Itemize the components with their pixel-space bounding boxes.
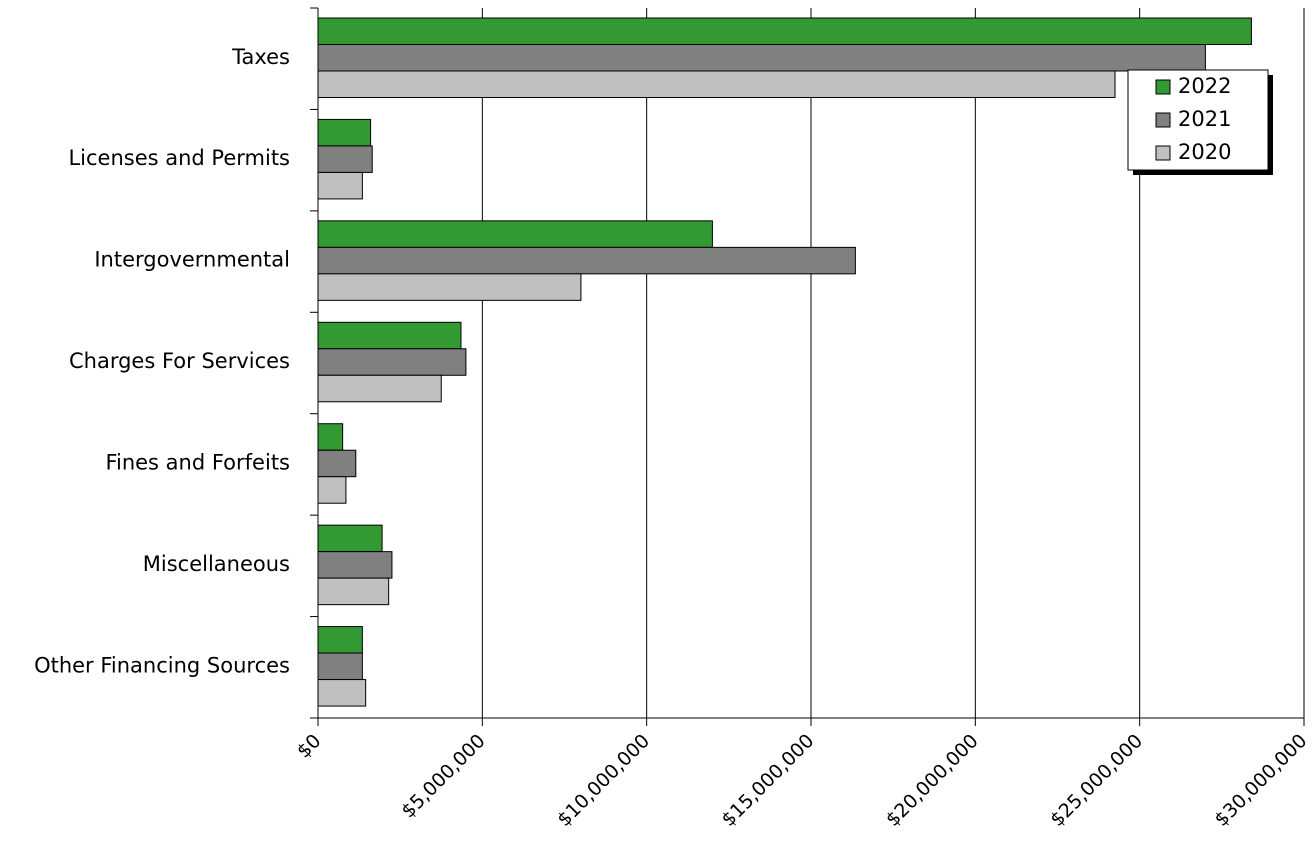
legend-label-2021: 2021 <box>1178 107 1231 131</box>
x-tick-label-4: $20,000,000 <box>882 730 983 831</box>
bar-fines-and-forfeits-2021 <box>317 449 357 478</box>
bar-other-financing-sources-2022 <box>317 626 363 654</box>
x-tick-label-3: $15,000,000 <box>717 730 818 831</box>
x-tick-label-1: $5,000,000 <box>397 730 489 822</box>
axes <box>310 7 1305 726</box>
bar-charges-for-services-2021 <box>317 348 467 376</box>
category-label-licenses-and-permits: Licenses and Permits <box>68 146 290 170</box>
bar-licenses-and-permits-2020 <box>317 171 363 200</box>
bar-miscellaneous-2021 <box>317 551 393 579</box>
bar-licenses-and-permits-2021 <box>317 145 373 173</box>
bar-fines-and-forfeits-2022 <box>317 423 344 451</box>
category-label-intergovernmental: Intergovernmental <box>94 248 290 272</box>
x-tick-label-6: $30,000,000 <box>1210 730 1311 831</box>
bar-fines-and-forfeits-2020 <box>317 476 347 504</box>
bar-intergovernmental-2020 <box>317 273 582 301</box>
category-label-taxes: Taxes <box>231 45 290 69</box>
bar-miscellaneous-2022 <box>317 524 383 553</box>
bars <box>317 17 1252 707</box>
bar-intergovernmental-2021 <box>317 246 856 275</box>
category-labels: Taxes Licenses and Permits Intergovernment… <box>34 45 290 678</box>
x-tick-label-2: $10,000,000 <box>553 730 654 831</box>
legend-box <box>1127 69 1269 171</box>
legend-swatch-2020 <box>1155 145 1171 161</box>
legend: 2022 2021 2020 <box>1127 69 1273 175</box>
category-label-fines-and-forfeits: Fines and Forfeits <box>105 450 290 474</box>
category-label-miscellaneous: Miscellaneous <box>143 552 290 576</box>
category-label-charges-for-services: Charges For Services <box>69 349 290 373</box>
bar-intergovernmental-2022 <box>317 220 713 248</box>
x-tick-labels: $0 $5,000,000 $10,000,000 $15,000,000 $20,00… <box>293 730 1312 831</box>
bar-taxes-2021 <box>317 44 1206 72</box>
legend-swatch-2022 <box>1155 79 1171 95</box>
legend-label-2020: 2020 <box>1178 140 1231 164</box>
bar-other-financing-sources-2021 <box>317 652 363 681</box>
bar-taxes-2022 <box>317 17 1252 45</box>
bar-licenses-and-permits-2022 <box>317 118 372 147</box>
x-tick-label-0: $0 <box>293 730 326 763</box>
category-label-other-financing-sources: Other Financing Sources <box>34 653 290 677</box>
legend-label-2022: 2022 <box>1178 74 1231 98</box>
bar-other-financing-sources-2020 <box>317 679 367 707</box>
legend-swatch-2021 <box>1155 112 1171 128</box>
bar-charges-for-services-2020 <box>317 374 442 403</box>
bar-charges-for-services-2022 <box>317 321 462 350</box>
bar-taxes-2020 <box>317 70 1116 98</box>
x-tick-label-5: $25,000,000 <box>1046 730 1147 831</box>
bar-miscellaneous-2020 <box>317 577 390 606</box>
